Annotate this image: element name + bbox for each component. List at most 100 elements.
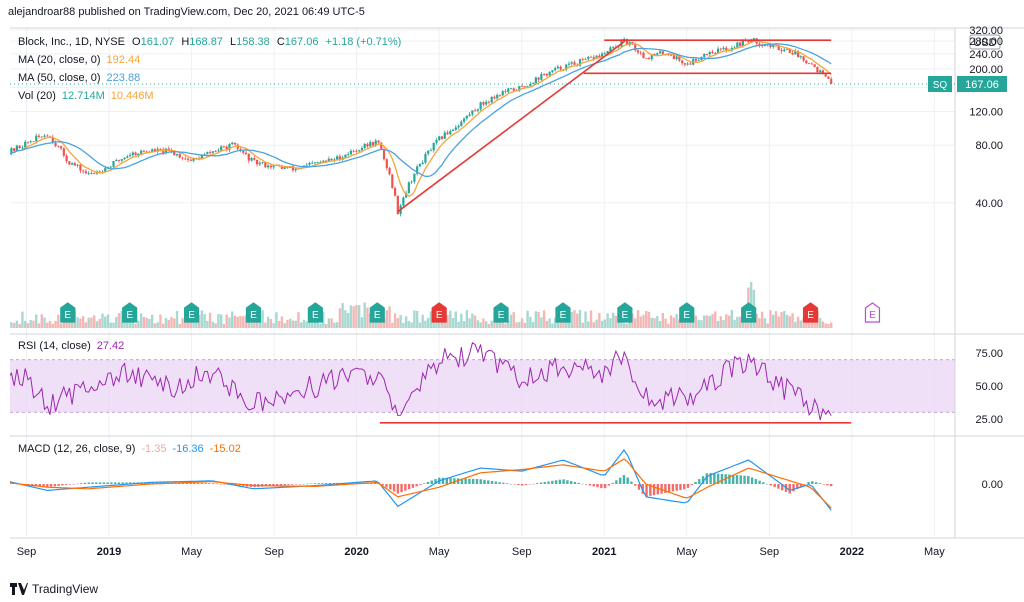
candle-body <box>816 66 819 73</box>
earnings-marker[interactable]: E <box>60 302 76 323</box>
volume-bar <box>106 314 110 328</box>
earnings-marker[interactable]: E <box>741 302 757 323</box>
earnings-marker[interactable]: E <box>369 302 385 323</box>
candle-body <box>421 162 424 165</box>
candle-body <box>261 162 264 163</box>
candle-body <box>675 56 678 60</box>
earnings-marker[interactable]: E <box>493 302 509 323</box>
price-axis[interactable]: USD40.0080.00120.00160.00200.00240.00280… <box>969 25 1003 491</box>
volume-bar <box>51 323 54 328</box>
candle-body <box>794 51 797 55</box>
macd-histogram-bar <box>234 484 237 486</box>
macd-histogram-bar <box>750 477 754 484</box>
macd-histogram-bar <box>181 482 185 484</box>
macd-histogram-bar <box>53 484 57 487</box>
candle-body <box>471 110 474 115</box>
volume-bar <box>101 313 104 328</box>
volume-bar <box>714 311 717 328</box>
earnings-marker[interactable]: E <box>679 302 695 323</box>
earnings-marker-label: E <box>64 310 71 321</box>
candle-body <box>184 158 187 160</box>
candle-body <box>658 51 662 54</box>
volume-bar <box>385 310 388 328</box>
volume-bar <box>788 316 791 328</box>
candle-body <box>319 161 322 163</box>
macd-histogram-bar <box>622 475 626 484</box>
candle-body <box>347 154 350 156</box>
candle-body <box>485 101 488 105</box>
macd-histogram-bar <box>306 483 309 485</box>
time-tick-label: 2019 <box>97 546 121 558</box>
candle-body <box>413 173 416 182</box>
volume-bar <box>548 318 551 328</box>
macd-histogram-bar <box>735 475 739 484</box>
candle-body <box>57 146 60 147</box>
earnings-marker[interactable]: E <box>864 302 881 323</box>
candle-body <box>496 94 499 99</box>
tradingview-brand[interactable]: TradingView <box>10 582 98 596</box>
macd-histogram-bar <box>151 482 155 484</box>
volume-bar <box>725 314 728 328</box>
volume-bar <box>755 313 758 328</box>
earnings-marker-shape <box>555 302 571 323</box>
candle-body <box>407 182 410 194</box>
volume-bar <box>164 317 168 328</box>
time-tick-label: May <box>181 546 202 558</box>
volume-bar <box>231 311 234 328</box>
volume-bar <box>595 319 598 328</box>
earnings-marker[interactable]: E <box>307 302 323 323</box>
macd-histogram-bar <box>464 478 467 484</box>
volume-bar <box>799 320 803 328</box>
macd-histogram-bar <box>283 484 286 486</box>
earnings-marker[interactable]: E <box>245 302 262 323</box>
volume-bar <box>300 322 303 328</box>
macd-histogram-bar <box>121 482 124 484</box>
earnings-marker[interactable]: E <box>122 302 138 323</box>
earnings-marker[interactable]: E <box>617 302 633 323</box>
earnings-marker-shape <box>122 302 138 323</box>
candle-body <box>653 54 656 55</box>
macd-histogram-bar <box>238 484 241 486</box>
macd-histogram-bar <box>31 484 34 486</box>
earnings-marker[interactable]: E <box>802 302 819 323</box>
macd-histogram-bar <box>588 484 592 486</box>
macd-histogram-bar <box>313 483 317 484</box>
volume-bar <box>625 323 629 328</box>
volume-bar <box>542 310 546 328</box>
volume-bar <box>206 320 209 328</box>
candle-body <box>827 76 830 79</box>
candle-body <box>813 64 816 67</box>
earnings-marker[interactable]: E <box>183 302 200 323</box>
time-axis[interactable]: Sep 2019 May Sep 2020 May Sep 2021 May Sep 2022 May <box>17 546 946 558</box>
macd-histogram-bar <box>49 484 53 487</box>
candle-body <box>661 51 664 55</box>
macd-histogram-bar <box>777 484 780 489</box>
volume-bar <box>490 320 493 328</box>
macd-histogram-bar <box>615 480 618 484</box>
macd-histogram-bar <box>807 482 810 484</box>
macd-histogram-bar <box>781 484 784 491</box>
candle-body <box>429 150 433 152</box>
macd-histogram-bar <box>407 484 411 490</box>
candle-body <box>62 148 65 156</box>
volume-bar <box>35 314 38 328</box>
volume-bar <box>507 320 510 328</box>
candle-body <box>474 110 477 112</box>
earnings-marker[interactable]: E <box>555 302 571 323</box>
candle-body <box>153 149 157 152</box>
volume-bar <box>821 321 825 328</box>
candle-body <box>435 139 438 143</box>
candle-body <box>380 142 383 150</box>
moving-averages <box>10 40 832 197</box>
macd-histogram-bar <box>577 482 580 484</box>
volume-bar <box>255 322 259 328</box>
macd-histogram-bar <box>291 484 294 485</box>
volume-bar <box>772 314 775 328</box>
macd-histogram-bar <box>716 473 720 484</box>
macd-histogram-bar <box>400 484 403 493</box>
candle-body <box>87 173 90 174</box>
earnings-marker[interactable]: E <box>431 302 447 323</box>
macd-histogram-bar <box>637 484 641 490</box>
candle-body <box>327 158 330 162</box>
